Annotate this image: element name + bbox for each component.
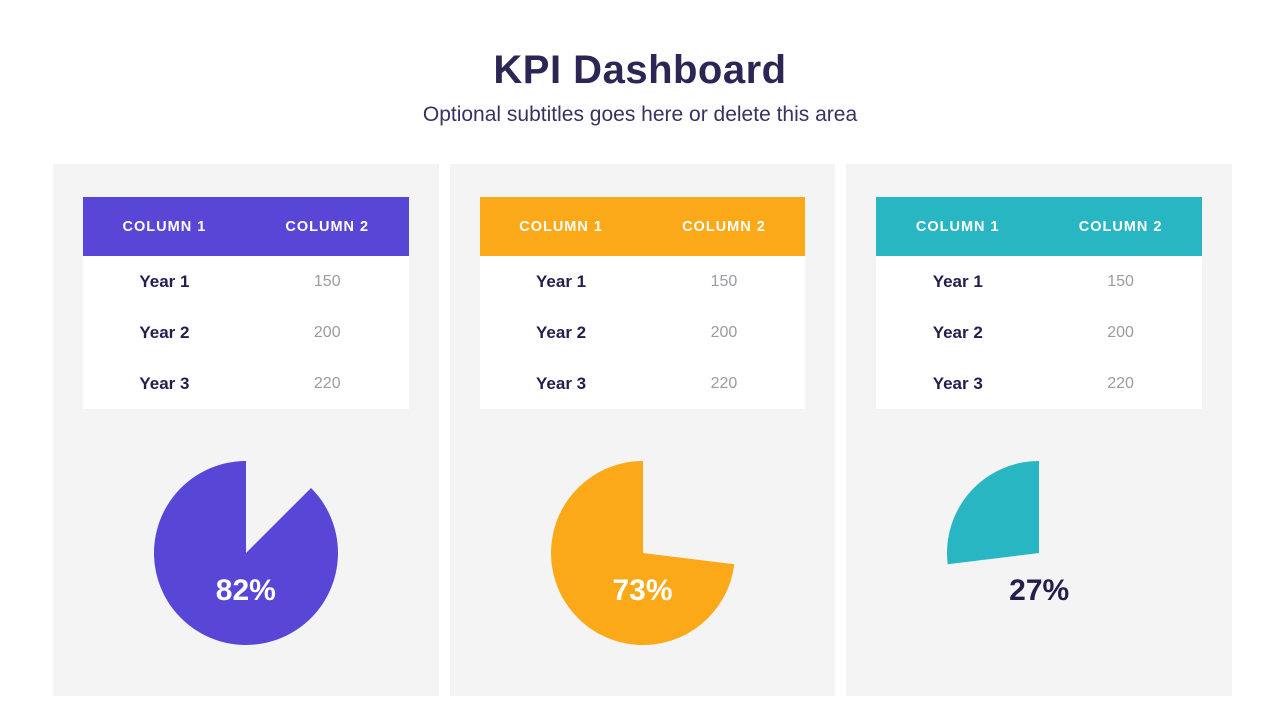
row-label: Year 1 — [932, 271, 983, 291]
pie-percent-label: 27% — [1009, 574, 1070, 607]
column-2-header: COLUMN 2 — [285, 218, 370, 235]
kpi-card: COLUMN 1 COLUMN 2 Year 1 150 Year 2 200 … — [53, 164, 439, 696]
pie-chart: 82% — [153, 460, 339, 646]
row-label: Year 3 — [139, 373, 190, 393]
header: KPI Dashboard Optional subtitles goes he… — [0, 46, 1280, 128]
row-label: Year 3 — [932, 373, 983, 393]
data-table: COLUMN 1 COLUMN 2 Year 1 150 Year 2 200 … — [83, 197, 409, 409]
table-row: Year 2 200 — [480, 307, 806, 358]
table-header-row: COLUMN 1 COLUMN 2 — [479, 197, 806, 256]
row-value: 220 — [710, 374, 738, 392]
data-table: COLUMN 1 COLUMN 2 Year 1 150 Year 2 200 … — [479, 197, 806, 409]
row-value: 150 — [1107, 272, 1134, 290]
row-value: 200 — [1107, 323, 1134, 341]
pie-slice — [550, 461, 734, 645]
table-row: Year 2 200 — [876, 307, 1202, 358]
table-row: Year 2 200 — [83, 307, 409, 358]
table-body: Year 1 150 Year 2 200 Year 3 220 — [876, 256, 1203, 409]
row-label: Year 1 — [536, 271, 587, 291]
pie-chart: 27% — [946, 460, 1132, 646]
row-value: 200 — [710, 323, 738, 341]
row-value: 150 — [710, 272, 738, 290]
pie-svg — [947, 461, 1040, 565]
table-row: Year 3 220 — [480, 358, 806, 409]
column-1-header: COLUMN 1 — [519, 218, 603, 235]
column-1-header: COLUMN 1 — [915, 218, 1000, 235]
table-body: Year 1 150 Year 2 200 Year 3 220 — [479, 256, 806, 409]
table-row: Year 3 220 — [876, 358, 1202, 409]
column-2-header: COLUMN 2 — [1078, 218, 1163, 235]
data-table: COLUMN 1 COLUMN 2 Year 1 150 Year 2 200 … — [876, 197, 1203, 409]
row-value: 220 — [1107, 374, 1134, 392]
table-row: Year 1 150 — [83, 256, 409, 307]
row-label: Year 2 — [139, 322, 190, 342]
row-label: Year 3 — [536, 373, 587, 393]
row-value: 220 — [313, 374, 341, 392]
pie-svg — [153, 461, 338, 645]
pie-percent-label: 82% — [215, 574, 276, 607]
pie-svg — [550, 461, 734, 645]
table-header-row: COLUMN 1 COLUMN 2 — [83, 197, 409, 256]
table-row: Year 1 150 — [480, 256, 806, 307]
row-label: Year 2 — [536, 322, 587, 342]
pie-slice — [153, 461, 338, 645]
pie-slice — [947, 461, 1040, 565]
page-title: KPI Dashboard — [493, 48, 787, 92]
row-value: 200 — [313, 323, 341, 341]
kpi-card: COLUMN 1 COLUMN 2 Year 1 150 Year 2 200 … — [846, 164, 1233, 696]
kpi-card: COLUMN 1 COLUMN 2 Year 1 150 Year 2 200 … — [449, 164, 836, 696]
table-row: Year 1 150 — [876, 256, 1202, 307]
row-label: Year 1 — [139, 271, 190, 291]
table-body: Year 1 150 Year 2 200 Year 3 220 — [83, 256, 409, 409]
row-label: Year 2 — [932, 322, 983, 342]
table-row: Year 3 220 — [83, 358, 409, 409]
column-2-header: COLUMN 2 — [682, 218, 766, 235]
table-header-row: COLUMN 1 COLUMN 2 — [876, 197, 1203, 256]
pie-percent-label: 73% — [612, 574, 673, 607]
column-1-header: COLUMN 1 — [122, 218, 207, 235]
row-value: 150 — [313, 272, 341, 290]
page-subtitle: Optional subtitles goes here or delete t… — [422, 103, 858, 126]
pie-chart: 73% — [550, 460, 736, 646]
cards-row: COLUMN 1 COLUMN 2 Year 1 150 Year 2 200 … — [53, 164, 1233, 696]
